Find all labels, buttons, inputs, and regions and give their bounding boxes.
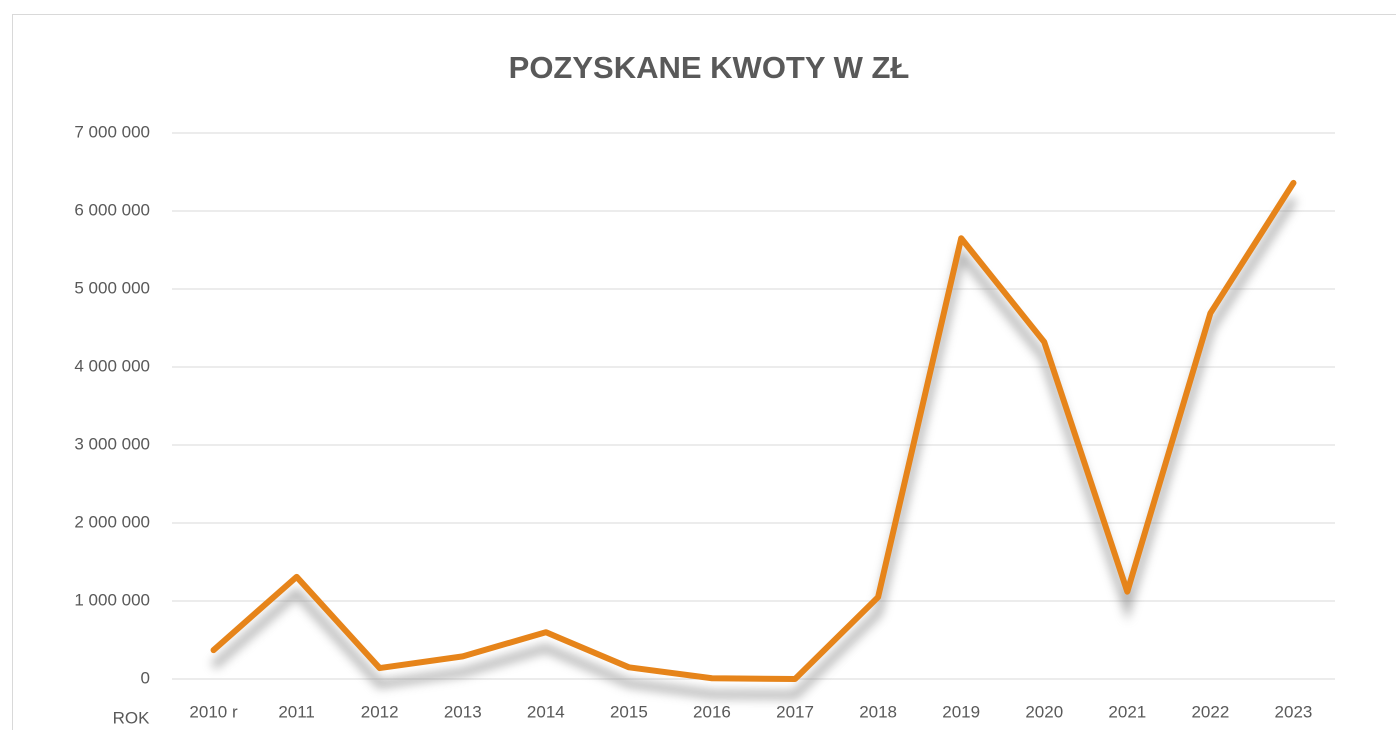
x-tick-label: 2021 [1108,702,1146,721]
x-tick-label: 2019 [942,702,980,721]
x-axis-label: ROK [113,708,151,727]
y-tick-label: 7 000 000 [74,122,150,141]
x-tick-label: 2014 [527,702,565,721]
x-tick-label: 2010 r [189,702,238,721]
x-tick-label: 2020 [1025,702,1063,721]
y-tick-label: 5 000 000 [74,278,150,297]
chart-frame [13,15,1396,731]
y-tick-label: 0 [141,668,150,687]
x-tick-label: 2012 [361,702,399,721]
y-tick-label: 6 000 000 [74,200,150,219]
x-tick-label: 2011 [278,702,315,721]
x-tick-label: 2023 [1275,702,1313,721]
x-tick-label: 2018 [859,702,897,721]
y-tick-label: 3 000 000 [74,434,150,453]
x-tick-label: 2022 [1191,702,1229,721]
x-tick-label: 2015 [610,702,648,721]
y-tick-label: 4 000 000 [74,356,150,375]
x-tick-label: 2016 [693,702,731,721]
x-tick-label: 2017 [776,702,814,721]
chart-title: POZYSKANE KWOTY W ZŁ [509,50,910,85]
y-tick-label: 2 000 000 [74,512,150,531]
x-tick-label: 2013 [444,702,482,721]
line-shadow [214,199,1294,695]
y-tick-label: 1 000 000 [74,590,150,609]
